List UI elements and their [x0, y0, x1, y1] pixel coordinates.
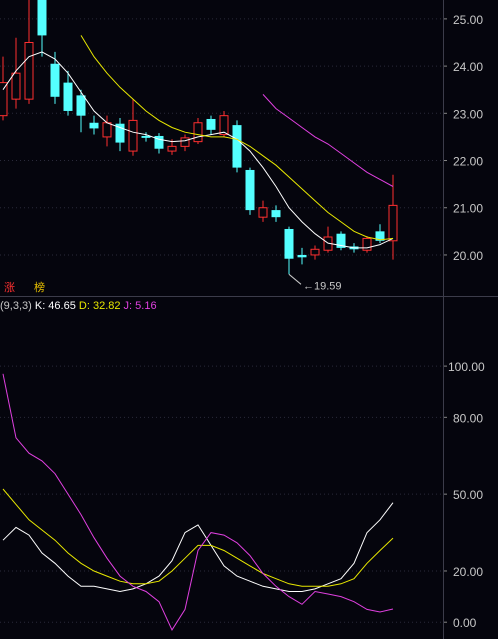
candle-body-up [193, 122, 203, 143]
kdj-line-j [2, 373, 394, 631]
low-price-label: ←19.59 [303, 280, 342, 292]
candle-body-down [284, 228, 294, 259]
price-tick-label: 25.00 [453, 13, 483, 27]
candle-body-down [271, 210, 281, 218]
price-pane: 20.00 21.00 22.00 23.00 24.00 25.00 ←19.59 涨 榜 [0, 0, 483, 294]
kdj-tick-label: 80.00 [453, 411, 483, 425]
candle-body-up [11, 72, 21, 100]
kdj-tick-label: 20.00 [453, 565, 483, 579]
price-tick-label: 20.00 [453, 249, 483, 263]
moving-average-line [262, 94, 394, 187]
kdj-legend-d: D: 32.82 [79, 300, 124, 312]
candle-body-up [180, 137, 190, 147]
axis-divider [443, 0, 444, 639]
kdj-indicator-pane: 0.00 20.00 50.00 80.00 100.00 (9,3,3) K: 46.6… [0, 300, 485, 631]
candle-body-up [102, 122, 112, 138]
candle-body-down [37, 0, 47, 36]
moving-average-line [80, 35, 394, 241]
candle-body-down [141, 135, 151, 138]
candle-body-down [206, 118, 216, 130]
candle-body-down [154, 135, 164, 149]
candle-body-up [310, 248, 320, 256]
candle-body-down [375, 231, 385, 241]
price-tick-label: 23.00 [453, 107, 483, 121]
candle-body-down [115, 123, 125, 143]
candle-body-up [362, 237, 372, 251]
kdj-legend: (9,3,3) K: 46.65 D: 32.82 J: 5.16 [0, 300, 157, 312]
candle-body-up [24, 41, 34, 100]
price-tick-label: 22.00 [453, 155, 483, 169]
badge-label: 榜 [34, 280, 45, 294]
candle-body-down [336, 233, 346, 248]
kdj-tick-label: 0.00 [453, 616, 477, 630]
candle-body-up [388, 204, 398, 242]
kdj-line-k [2, 502, 394, 593]
candle-body-down [63, 82, 73, 111]
kdj-legend-k: K: 46.65 [35, 300, 79, 312]
candle-body-up [167, 145, 177, 152]
kdj-legend-j: J: 5.16 [124, 300, 157, 312]
kdj-tick-label: 100.00 [448, 360, 485, 374]
candle-body-down [89, 122, 99, 129]
kdj-legend-params: (9,3,3) [0, 300, 35, 312]
kdj-tick-label: 50.00 [453, 488, 483, 502]
candle-body-up [258, 207, 268, 218]
pane-divider [0, 296, 498, 297]
badge-label: 涨 [4, 281, 15, 294]
moving-average-line [2, 51, 394, 249]
candle-body-down [297, 254, 307, 258]
kdj-line-d [2, 488, 394, 587]
candle-body-up [219, 115, 229, 136]
candle-body-down [232, 125, 242, 168]
candle-body-down [245, 169, 255, 211]
candle-body-down [76, 95, 86, 116]
price-tick-label: 21.00 [453, 202, 483, 216]
low-marker-arrow [288, 273, 302, 285]
candle-body-down [50, 63, 60, 97]
candle-body-up [128, 119, 138, 152]
price-tick-label: 24.00 [453, 60, 483, 74]
candle-body-up [0, 82, 8, 117]
